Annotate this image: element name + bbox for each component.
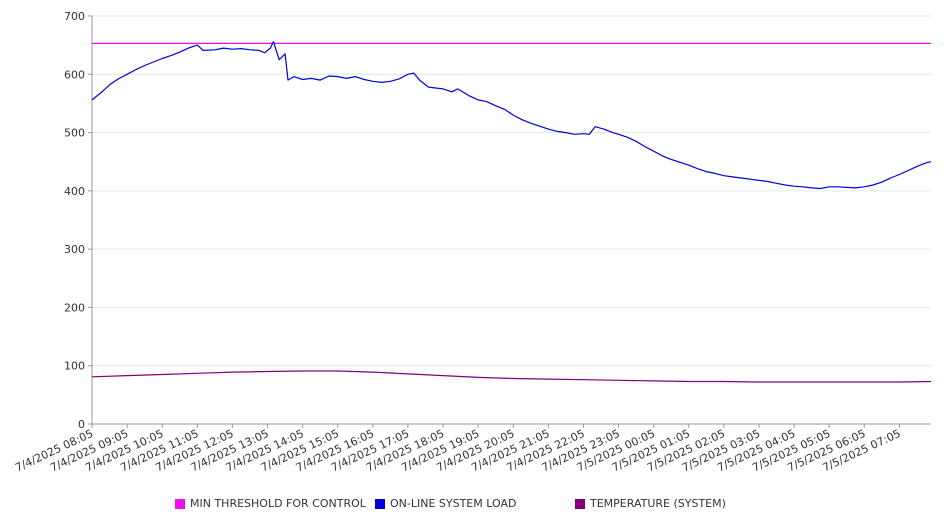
legend-label: MIN THRESHOLD FOR CONTROL [190, 497, 366, 510]
legend-swatch [375, 498, 385, 509]
legend-item: TEMPERATURE (SYSTEM) [575, 497, 726, 510]
y-tick-label: 200 [64, 301, 85, 314]
axis-layer [88, 15, 931, 428]
series-line-2 [91, 370, 932, 383]
y-tick-label: 700 [64, 10, 85, 23]
legend-item: MIN THRESHOLD FOR CONTROL [175, 497, 366, 510]
grid-layer [92, 15, 931, 367]
line-chart: 7/4/2025 08:057/4/2025 09:057/4/2025 10:… [13, 10, 932, 475]
series-layer [91, 40, 932, 383]
legend-swatch [575, 498, 585, 509]
y-tick-label: 0 [78, 418, 85, 431]
y-tick-label: 400 [64, 185, 85, 198]
series-line-1 [91, 40, 932, 190]
legend-label: ON-LINE SYSTEM LOAD [390, 497, 517, 510]
y-tick-labels: 0 100 200 300 400 500 600 700 [64, 10, 85, 431]
y-tick-label: 600 [64, 68, 85, 81]
legend: MIN THRESHOLD FOR CONTROL ON-LINE SYSTEM … [0, 497, 946, 515]
y-tick-label: 300 [64, 243, 85, 256]
legend-label: TEMPERATURE (SYSTEM) [590, 497, 726, 510]
legend-item: ON-LINE SYSTEM LOAD [375, 497, 516, 510]
x-tick-labels: 7/4/2025 08:057/4/2025 09:057/4/2025 10:… [13, 427, 903, 475]
legend-swatch [175, 498, 185, 509]
y-tick-label: 500 [64, 127, 85, 140]
y-tick-label: 100 [64, 360, 85, 373]
